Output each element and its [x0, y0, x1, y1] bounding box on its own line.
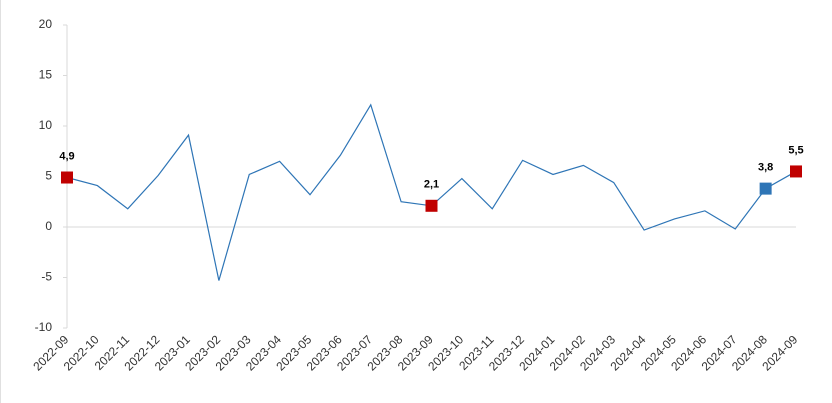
line — [66, 103, 797, 281]
value-label: 3,8 — [758, 162, 773, 174]
marker — [61, 171, 73, 184]
y-tick-label: 5 — [45, 169, 52, 183]
y-tick-label: -5 — [41, 270, 52, 284]
y-tick-label: -10 — [35, 320, 53, 334]
y-tick-label: 20 — [39, 17, 53, 31]
value-label: 4,9 — [59, 150, 74, 162]
y-tick-label: 15 — [39, 68, 53, 82]
marker — [790, 165, 802, 178]
marker — [759, 182, 772, 195]
y-tick-label: 10 — [39, 118, 53, 132]
y-tick-label: 0 — [45, 219, 52, 233]
marker — [425, 199, 438, 212]
value-label: 2,1 — [424, 179, 439, 191]
value-label: 5,5 — [788, 144, 803, 156]
